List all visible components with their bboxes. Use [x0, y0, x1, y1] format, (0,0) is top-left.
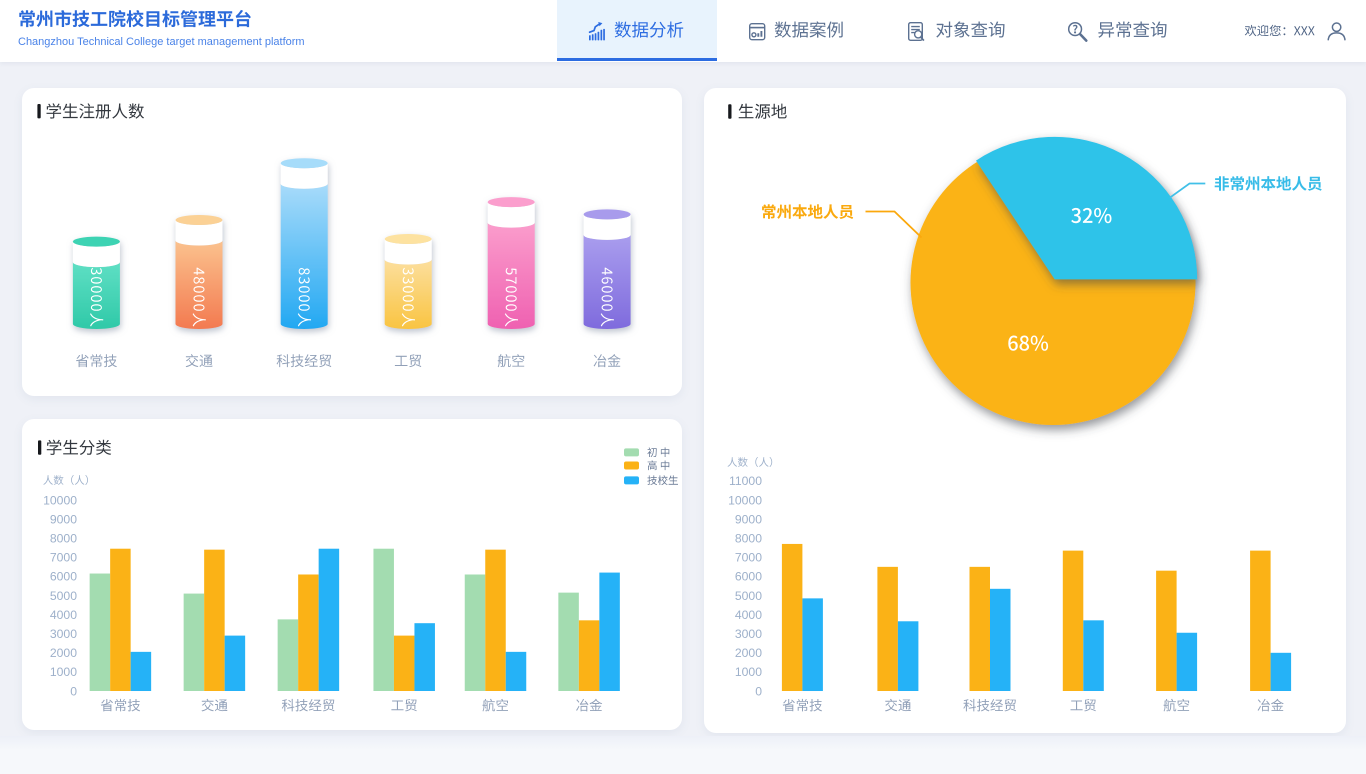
svg-text:4000: 4000 — [735, 608, 762, 622]
svg-text:9000: 9000 — [735, 512, 762, 526]
svg-text:3000: 3000 — [50, 627, 77, 641]
svg-text:6000: 6000 — [50, 570, 77, 584]
svg-text:8000: 8000 — [735, 532, 762, 546]
svg-text:6000: 6000 — [735, 570, 762, 584]
svg-text:0: 0 — [755, 684, 762, 698]
svg-text:3000: 3000 — [735, 627, 762, 641]
svg-text:0: 0 — [70, 684, 77, 698]
svg-text:4000: 4000 — [50, 608, 77, 622]
svg-text:9000: 9000 — [50, 512, 77, 526]
svg-text:7000: 7000 — [50, 551, 77, 565]
svg-text:2000: 2000 — [50, 646, 77, 660]
svg-text:5000: 5000 — [735, 589, 762, 603]
svg-text:10000: 10000 — [728, 493, 762, 507]
svg-text:10000: 10000 — [43, 493, 77, 507]
svg-text:2000: 2000 — [735, 646, 762, 660]
svg-text:1000: 1000 — [735, 665, 762, 679]
svg-text:7000: 7000 — [735, 551, 762, 565]
svg-text:5000: 5000 — [50, 589, 77, 603]
svg-text:Changzhou Technical College ta: Changzhou Technical College target manag… — [18, 36, 305, 48]
svg-text:8000: 8000 — [50, 532, 77, 546]
svg-text:1000: 1000 — [50, 665, 77, 679]
svg-text:11000: 11000 — [729, 474, 762, 488]
